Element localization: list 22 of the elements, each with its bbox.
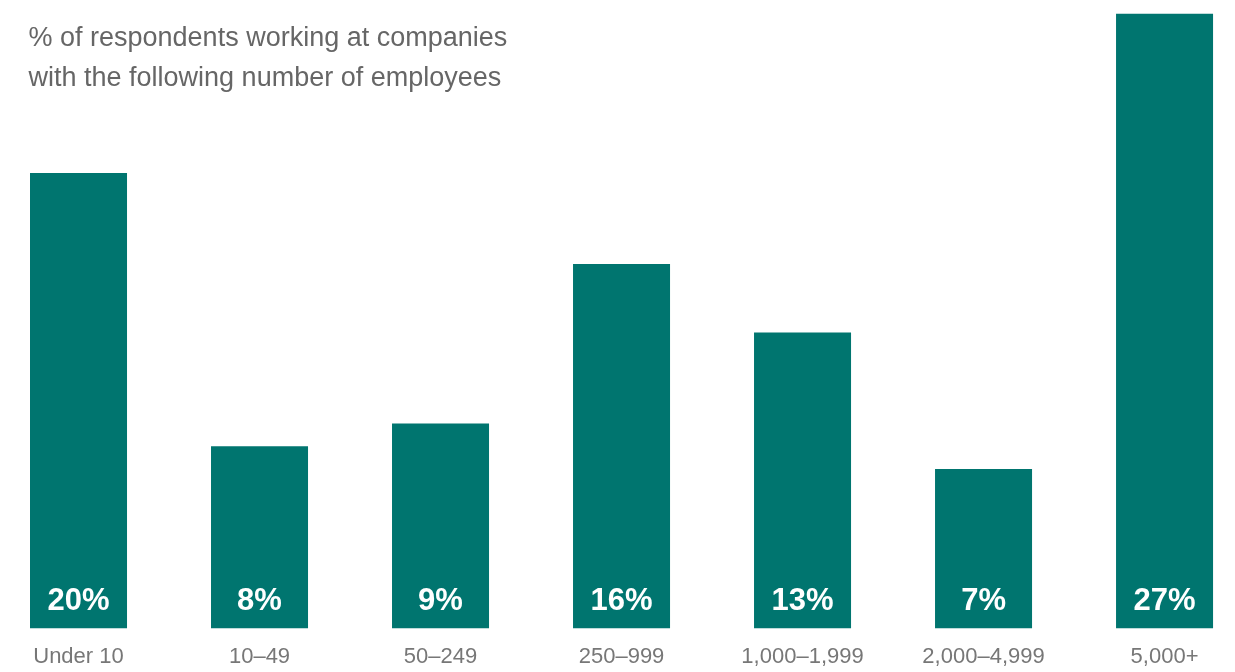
data-label: 20%	[47, 581, 110, 617]
x-tick-label: 250–999	[578, 642, 665, 668]
bar	[30, 172, 128, 629]
bar	[754, 332, 852, 629]
data-label: 16%	[590, 581, 653, 617]
bar	[211, 446, 309, 629]
x-tick-label: 2,000–4,999	[922, 642, 1045, 668]
bar	[1116, 13, 1214, 629]
data-label: 8%	[237, 581, 282, 617]
bar	[935, 469, 1033, 629]
data-label: 27%	[1133, 581, 1196, 617]
data-label: 7%	[961, 581, 1006, 617]
data-label: 9%	[418, 581, 463, 617]
x-tick-label: 50–249	[403, 642, 478, 668]
bar	[392, 423, 490, 629]
text: % of respondents working at companies with the following number of employees	[27, 21, 508, 92]
bar	[573, 264, 671, 629]
x-tick-label: Under 10	[33, 642, 124, 668]
x-tick-label: 10–49	[228, 642, 291, 668]
data-label: 13%	[771, 581, 834, 617]
x-tick-label: 1,000–1,999	[741, 642, 864, 668]
x-tick-label: 5,000+	[1130, 642, 1199, 668]
